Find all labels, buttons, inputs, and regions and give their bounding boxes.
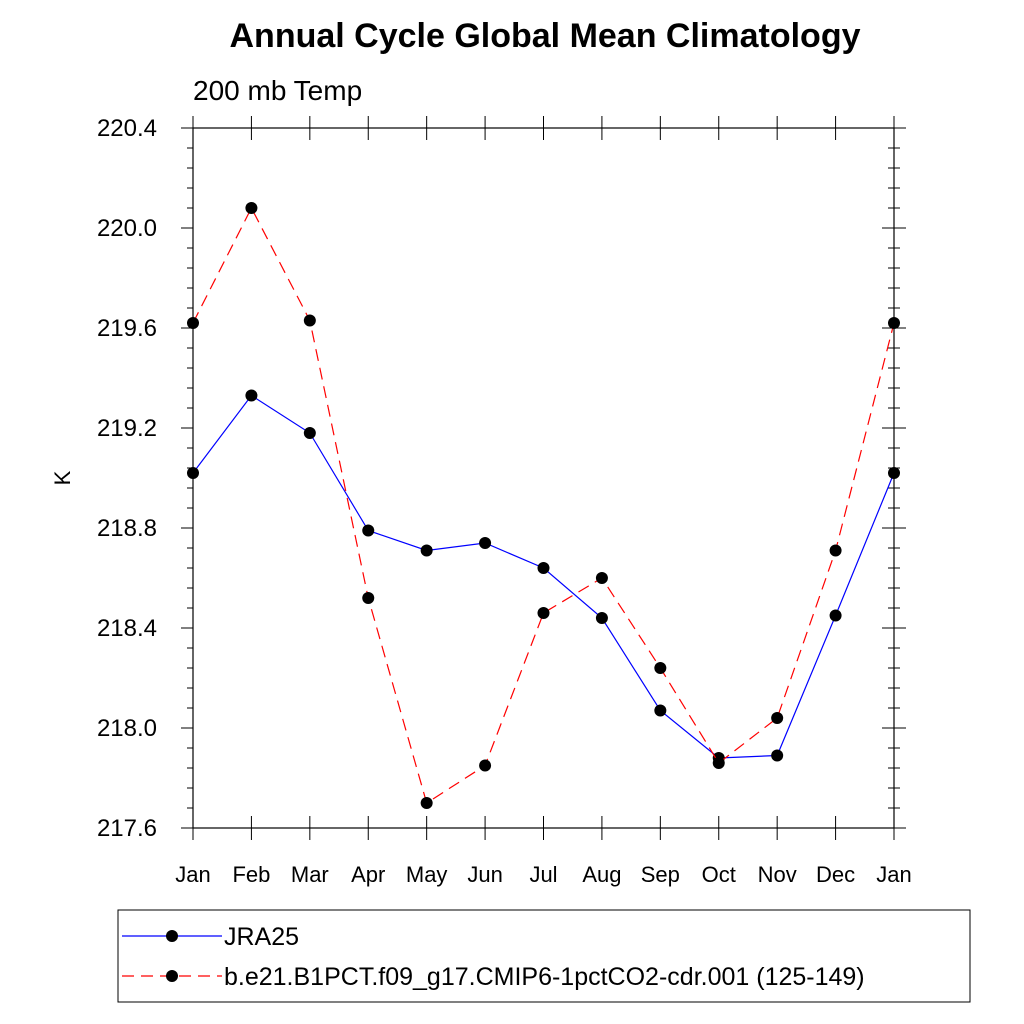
- data-point: [479, 537, 492, 549]
- x-tick-label: Dec: [816, 862, 855, 887]
- data-point: [245, 202, 258, 214]
- data-point: [595, 612, 608, 624]
- legend-box: [117, 909, 971, 1003]
- data-point: [537, 562, 550, 574]
- y-axis-label: K: [50, 470, 75, 485]
- x-tick-label: Sep: [641, 862, 680, 887]
- y-tick-label: 218.0: [97, 715, 157, 742]
- y-tick-label: 220.0: [97, 215, 157, 242]
- series-line: [192, 206, 895, 804]
- data-point: [420, 544, 433, 557]
- data-point: [303, 314, 316, 327]
- data-point: [187, 467, 199, 479]
- axis-ticks: [181, 116, 906, 840]
- data-point: [654, 704, 667, 717]
- x-tick-label: Oct: [702, 862, 736, 887]
- data-point: [479, 759, 492, 772]
- x-tick-label: Nov: [758, 862, 797, 887]
- x-tick-labels: Jan Feb Mar Apr May Jun Jul Aug Sep Oct Nov Dec Jan: [175, 862, 911, 887]
- legend-marker: [166, 970, 178, 982]
- chart-title: Annual Cycle Global Mean Climatology: [230, 17, 861, 55]
- legend-label: JRA25: [224, 923, 299, 951]
- data-point: [771, 712, 784, 724]
- data-point: [187, 317, 199, 329]
- data-point: [888, 317, 900, 329]
- x-tick-label: Feb: [232, 862, 270, 887]
- data-point: [829, 544, 842, 557]
- x-tick-label: Jan: [175, 862, 210, 887]
- data-point: [829, 609, 842, 622]
- data-point: [771, 749, 784, 762]
- data-point: [888, 467, 900, 479]
- y-tick-labels: 217.6 218.0 218.4 218.8 219.2 219.6 220.0 220.4: [97, 115, 157, 842]
- chart-subtitle: 200 mb Temp: [193, 75, 362, 106]
- y-tick-label: 219.6: [97, 315, 157, 342]
- series-layer: [187, 202, 900, 809]
- data-point: [654, 662, 667, 674]
- data-point: [245, 389, 258, 402]
- y-tick-label: 219.2: [97, 415, 157, 442]
- x-tick-label: Aug: [582, 862, 621, 887]
- data-point: [595, 572, 608, 584]
- series-line: [192, 394, 895, 759]
- x-tick-label: Jun: [467, 862, 502, 887]
- legend-marker: [166, 930, 178, 942]
- data-point: [420, 797, 433, 809]
- y-tick-label: 218.4: [97, 615, 157, 642]
- data-point: [537, 607, 550, 619]
- y-tick-label: 220.4: [97, 115, 157, 142]
- data-point: [362, 592, 375, 604]
- legend-label: b.e21.B1PCT.f09_g17.CMIP6-1pctCO2-cdr.00…: [224, 963, 865, 991]
- plot-frame: [192, 127, 895, 829]
- x-tick-label: May: [406, 862, 448, 887]
- x-tick-label: Jan: [876, 862, 911, 887]
- x-tick-label: Jul: [529, 862, 557, 887]
- data-point: [303, 427, 316, 439]
- y-tick-label: 217.6: [97, 815, 157, 842]
- data-point: [362, 524, 375, 537]
- legend: JRA25 b.e21.B1PCT.f09_g17.CMIP6-1pctCO2-c…: [122, 923, 865, 991]
- data-point: [712, 757, 725, 769]
- y-tick-label: 218.8: [97, 515, 157, 542]
- x-tick-label: Mar: [291, 862, 329, 887]
- x-tick-label: Apr: [351, 862, 385, 887]
